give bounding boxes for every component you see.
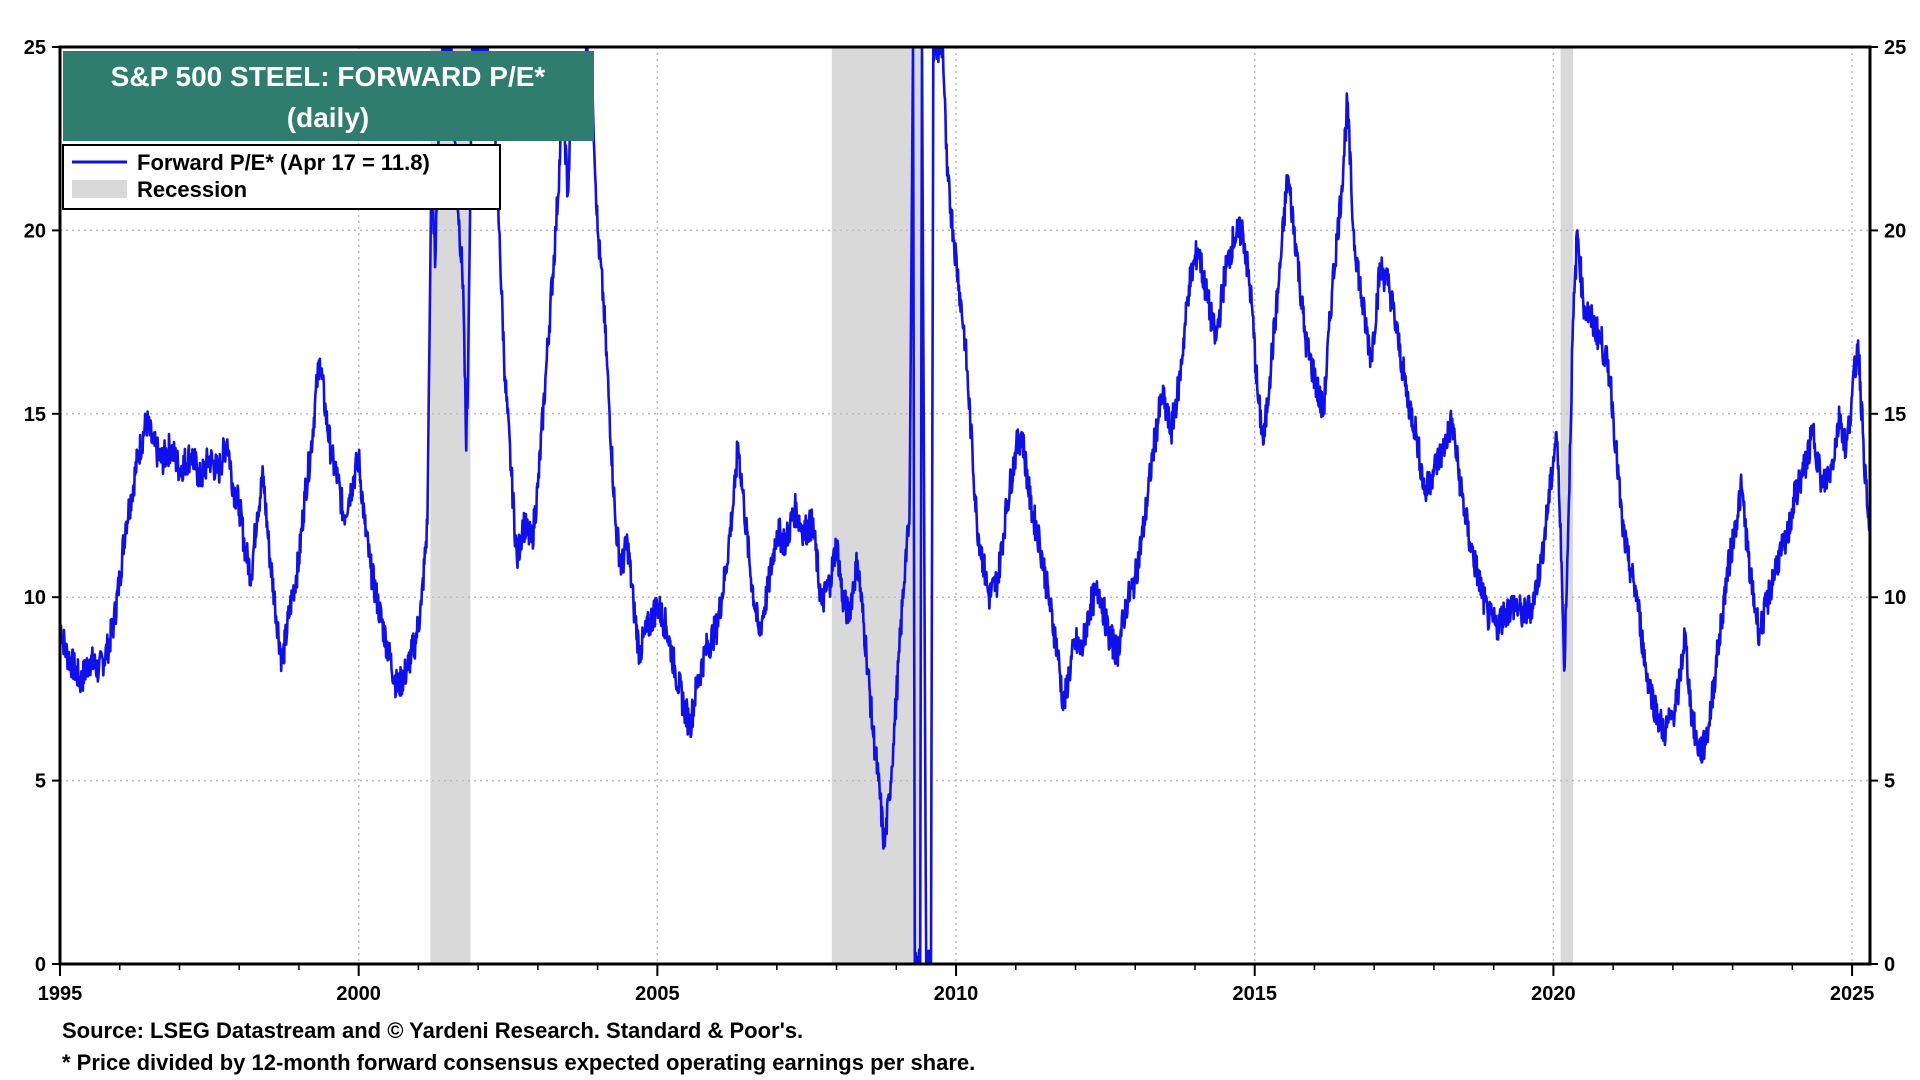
chart-title: S&P 500 STEEL: FORWARD P/E* <box>111 61 546 92</box>
plot-frame <box>58 45 1872 966</box>
legend-label-recession: Recession <box>137 177 247 202</box>
y-tick-label-left: 5 <box>35 771 46 793</box>
y-tick-label-left: 15 <box>24 404 46 426</box>
series-layer <box>60 47 1870 964</box>
y-tick-label-left: 0 <box>35 954 46 976</box>
y-tick-label-right: 25 <box>1884 37 1906 59</box>
legend-swatch-recession <box>72 180 127 198</box>
y-tick-label-right: 0 <box>1884 954 1895 976</box>
x-tick-label: 2000 <box>336 983 381 1005</box>
source-note: Source: LSEG Datastream and © Yardeni Re… <box>62 1018 804 1043</box>
y-axis-right: 0 5 10 15 20 25 <box>1870 37 1906 976</box>
x-tick-label: 2020 <box>1531 983 1576 1005</box>
y-tick-label-left: 25 <box>24 37 46 59</box>
x-tick-label: 2010 <box>934 983 979 1005</box>
y-tick-label-left: 20 <box>24 220 46 242</box>
x-tick-label: 2015 <box>1232 983 1277 1005</box>
y-tick-label-right: 20 <box>1884 220 1906 242</box>
y-tick-label-right: 10 <box>1884 587 1906 609</box>
y-tick-label-right: 5 <box>1884 771 1895 793</box>
x-tick-label: 2005 <box>635 983 680 1005</box>
recession-band <box>1560 47 1574 964</box>
x-tick-label: 2025 <box>1830 983 1875 1005</box>
x-axis: 1995 2000 2005 2010 2015 2020 2025 <box>38 964 1875 1005</box>
y-tick-label-right: 15 <box>1884 404 1906 426</box>
y-tick-label-left: 10 <box>24 587 46 609</box>
x-tick-label: 1995 <box>38 983 83 1005</box>
legend: Forward P/E* (Apr 17 = 11.8) Recession <box>62 144 501 210</box>
y-axis-left: 0 5 10 15 20 25 <box>24 37 60 976</box>
footnote: * Price divided by 12-month forward cons… <box>62 1050 976 1075</box>
legend-label-forward-pe: Forward P/E* (Apr 17 = 11.8) <box>137 150 430 175</box>
title-box: S&P 500 STEEL: FORWARD P/E* (daily) <box>63 51 594 141</box>
grid-lines <box>60 47 1870 964</box>
series-line-forward-pe <box>60 47 1870 964</box>
legend-box <box>62 144 501 210</box>
recession-band <box>831 47 922 964</box>
title-background <box>63 51 594 141</box>
chart-subtitle: (daily) <box>287 102 369 133</box>
recession-bands <box>430 47 1574 964</box>
